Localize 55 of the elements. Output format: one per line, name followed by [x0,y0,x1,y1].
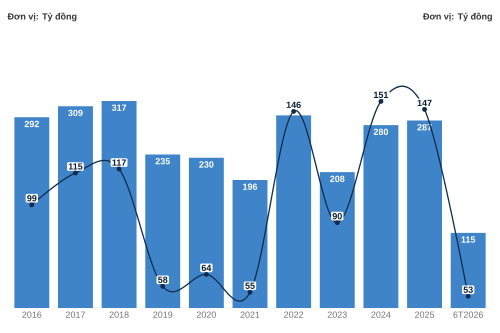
x-tick-label: 2017 [66,312,85,318]
bar [145,154,180,308]
x-tick-label: 2024 [371,312,391,318]
x-tick-label: 2018 [110,312,129,318]
x-tick-label: 2019 [153,312,172,318]
bar [232,180,268,308]
point [248,290,252,295]
data-label: 53 [463,286,473,293]
bar [102,100,137,308]
data-label: 151 [374,92,388,98]
data-label: 147 [418,100,432,106]
point [291,108,296,114]
point [116,166,122,172]
point [73,170,78,176]
x-tick-label: 2025 [415,312,434,318]
bar [320,172,355,308]
data-label: 309 [68,110,83,116]
x-tick-label: 2020 [196,312,216,318]
data-label: 317 [112,104,126,111]
data-label: 117 [112,159,126,166]
x-tick-label: 2022 [284,312,304,318]
data-label: 99 [27,195,36,202]
point [466,294,471,299]
bar [450,232,486,308]
data-label: 146 [286,102,301,108]
data-label: 280 [374,128,388,136]
x-tick-label: 6T2026 [453,312,483,318]
data-label: 292 [24,120,39,128]
data-label: 230 [199,161,214,168]
text: Đơn vị: Tỷ đồng [423,12,492,22]
bar [276,115,312,308]
point [378,99,384,104]
data-label: 115 [462,236,476,243]
bar [363,125,398,308]
point [422,106,427,112]
text: Đơn vị: Tỷ đồng [8,12,76,22]
data-label: 115 [68,163,82,170]
data-label: 235 [156,158,170,164]
data-label: 55 [245,282,255,289]
bar [14,117,50,308]
point [204,272,209,277]
data-label: 208 [330,176,344,182]
data-label: 90 [332,213,342,220]
x-tick-label: 2023 [328,312,347,318]
bar [188,158,224,308]
data-label: 64 [202,264,212,272]
point [160,284,166,289]
bar [58,106,93,308]
data-label: 58 [158,276,168,283]
x-tick-label: 2016 [22,312,42,318]
point [29,202,34,208]
x-tick-label: 2021 [240,312,260,318]
data-label: 196 [243,184,258,190]
bar [407,120,442,308]
point [334,220,340,226]
